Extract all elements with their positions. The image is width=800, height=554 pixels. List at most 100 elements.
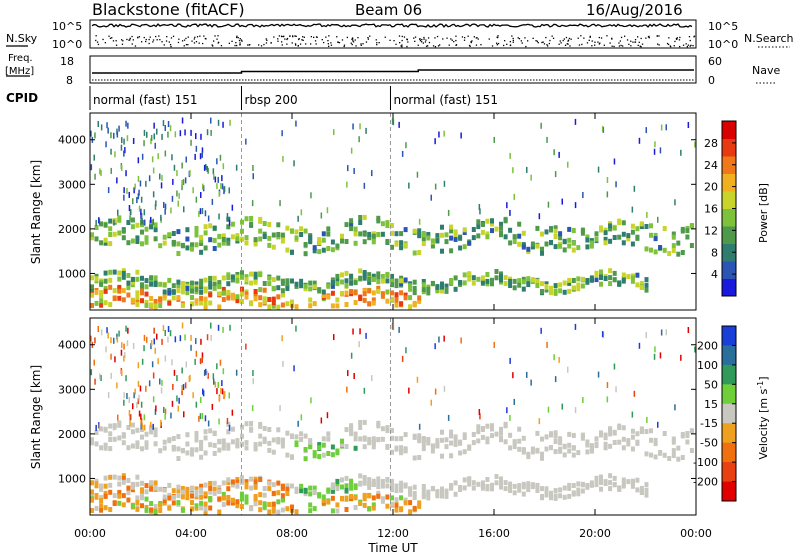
data-cell xyxy=(421,286,426,292)
noise-sky-trace xyxy=(91,23,693,28)
data-cell xyxy=(176,456,181,461)
data-cell xyxy=(212,486,217,492)
data-cell xyxy=(177,405,179,412)
data-cell xyxy=(253,274,258,280)
data-cell xyxy=(221,502,226,507)
data-cell xyxy=(190,447,194,453)
data-cell xyxy=(208,485,213,491)
data-cell xyxy=(340,495,344,501)
data-cell xyxy=(376,479,381,485)
data-cell xyxy=(149,281,154,287)
data-cell xyxy=(585,483,590,488)
data-cell xyxy=(90,437,94,443)
data-cell xyxy=(208,237,213,243)
data-cell xyxy=(367,481,372,487)
noise-search-point xyxy=(281,41,283,43)
data-cell xyxy=(159,173,161,180)
data-cell xyxy=(167,492,172,498)
data-cell xyxy=(517,241,522,247)
data-cell xyxy=(385,298,390,304)
data-cell xyxy=(226,418,229,424)
data-cell xyxy=(376,215,381,221)
data-cell xyxy=(508,483,513,489)
data-cell xyxy=(615,386,617,393)
data-cell xyxy=(512,285,517,291)
noise-search-point xyxy=(152,41,154,43)
data-cell xyxy=(453,491,458,497)
data-cell xyxy=(571,483,576,488)
colorbar-segment xyxy=(722,423,736,444)
data-cell xyxy=(285,452,290,458)
data-cell xyxy=(121,475,126,481)
data-cell xyxy=(317,237,322,243)
y-tick-label: 4000 xyxy=(58,339,86,352)
data-cell xyxy=(499,482,503,488)
noise-search-point xyxy=(121,39,123,41)
data-cell xyxy=(249,216,254,221)
data-cell xyxy=(133,392,135,399)
data-cell xyxy=(371,297,376,303)
data-cell xyxy=(426,440,431,446)
data-cell xyxy=(276,509,281,515)
data-cell xyxy=(192,392,194,399)
data-cell xyxy=(540,327,542,334)
noise-search-point xyxy=(545,36,547,39)
noise-search-point xyxy=(560,42,562,44)
data-cell xyxy=(585,237,590,243)
data-cell xyxy=(390,230,394,236)
cpid-segment-label: normal (fast) 151 xyxy=(93,93,197,107)
data-cell xyxy=(662,431,667,436)
data-cell xyxy=(347,165,349,172)
data-cell xyxy=(258,492,263,498)
data-cell xyxy=(235,479,240,485)
data-cell xyxy=(367,279,372,285)
data-cell xyxy=(479,413,481,420)
data-cell xyxy=(659,147,662,154)
data-cell xyxy=(121,502,126,508)
data-cell xyxy=(141,423,143,430)
noise-search-point xyxy=(658,44,660,46)
data-cell xyxy=(107,332,109,339)
data-cell xyxy=(206,334,209,341)
data-cell xyxy=(540,455,544,461)
data-cell xyxy=(135,504,140,510)
data-cell xyxy=(631,411,634,418)
data-cell xyxy=(558,436,563,442)
colorbar-tick-label: 20 xyxy=(704,181,718,194)
data-cell xyxy=(203,509,208,515)
data-cell xyxy=(262,287,267,293)
data-cell xyxy=(526,371,528,378)
data-cell xyxy=(154,347,156,354)
data-cell xyxy=(162,325,165,332)
data-cell xyxy=(608,428,613,434)
noise-search-point xyxy=(453,41,455,43)
noise-search-point xyxy=(112,40,115,42)
data-cell xyxy=(580,230,585,236)
data-cell xyxy=(180,447,185,453)
data-cell xyxy=(462,280,467,286)
data-cell xyxy=(480,427,485,432)
data-cell xyxy=(176,395,178,402)
data-cell xyxy=(137,175,140,182)
data-cell xyxy=(649,452,653,458)
data-cell xyxy=(321,289,326,295)
data-cell xyxy=(399,281,404,287)
data-cell xyxy=(144,284,149,290)
data-cell xyxy=(183,206,185,213)
noise-search-point xyxy=(520,40,522,42)
data-cell xyxy=(449,278,454,283)
data-cell xyxy=(123,187,125,194)
noise-search-point xyxy=(145,40,147,43)
data-cell xyxy=(235,272,240,277)
data-cell xyxy=(258,228,263,234)
data-cell xyxy=(150,421,152,428)
data-cell xyxy=(430,448,435,454)
data-cell xyxy=(235,438,240,444)
data-cell xyxy=(103,240,108,246)
data-cell xyxy=(303,283,308,289)
data-cell xyxy=(408,295,413,301)
data-cell xyxy=(194,227,199,233)
noise-search-point xyxy=(517,37,519,39)
noise-search-point xyxy=(427,37,430,39)
data-cell xyxy=(290,483,294,489)
